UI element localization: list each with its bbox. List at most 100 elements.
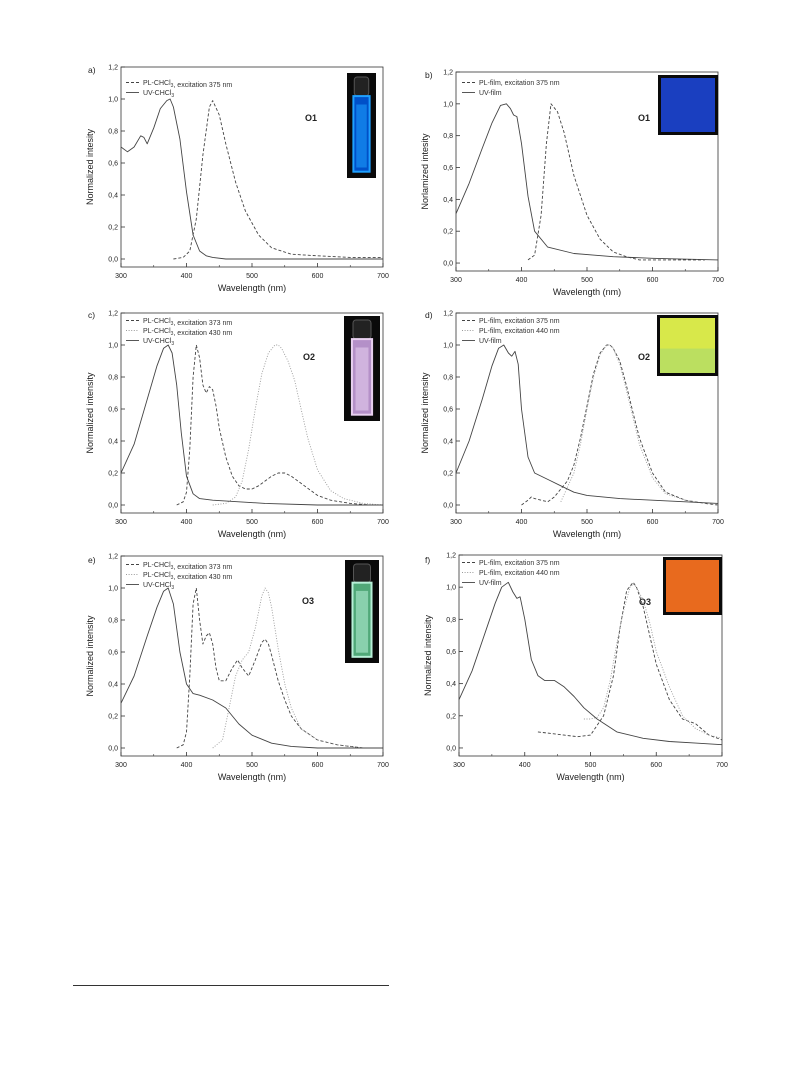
legend-label: UV-film	[479, 90, 502, 97]
x-axis-label: Wavelength (nm)	[553, 287, 621, 297]
series-line-2	[455, 103, 719, 261]
x-tick-label: 300	[453, 762, 465, 769]
series-line-1	[537, 581, 723, 741]
legend-label: UV-CHCl3	[143, 582, 174, 591]
panel-letter: d)	[425, 310, 433, 320]
y-tick-label: 0,0	[108, 503, 118, 510]
y-axis-label: Normalized intesity	[85, 128, 95, 205]
y-tick-label: 1,2	[108, 554, 118, 561]
legend-label: PL-CHCl3, excitation 373 nm	[143, 562, 232, 571]
series-line-1	[527, 103, 705, 261]
x-tick-label: 600	[650, 762, 662, 769]
chart-panel-2: b) 0,0 0,2 0,4 0,6 0,8 1,0 1,2 300 400 500 600 700 Wa…	[420, 70, 724, 298]
series-line-2	[120, 98, 383, 260]
y-axis-label: Normalized intensity	[420, 372, 430, 454]
x-tick-label: 300	[115, 519, 127, 526]
x-tick-label: 600	[312, 273, 324, 280]
y-axis-label: Normalized intensity	[85, 615, 95, 697]
film-icon	[661, 78, 715, 132]
legend-label: PL-film, excitation 440 nm	[479, 570, 560, 577]
x-tick-label: 400	[181, 762, 193, 769]
panel-letter: e)	[88, 555, 96, 565]
y-tick-label: 0,0	[108, 746, 118, 753]
y-tick-label: 0,4	[108, 439, 118, 446]
y-tick-label: 0,4	[108, 682, 118, 689]
x-tick-label: 400	[516, 519, 528, 526]
y-tick-label: 1,0	[446, 585, 456, 592]
y-tick-label: 0,8	[108, 618, 118, 625]
chart-panel-6: f) 0,0 0,2 0,4 0,6 0,8 1,0 1,2 300 400 500 600 700 Wa…	[423, 553, 728, 783]
legend-label: UV-film	[479, 338, 502, 345]
y-tick-label: 0,4	[443, 197, 453, 204]
x-tick-label: 300	[450, 519, 462, 526]
y-tick-label: 0,2	[443, 229, 453, 236]
x-tick-label: 700	[716, 762, 728, 769]
y-tick-label: 0,2	[108, 714, 118, 721]
y-tick-label: 0,6	[443, 407, 453, 414]
y-tick-label: 0,6	[446, 649, 456, 656]
compound-label: O2	[303, 352, 315, 362]
legend-label: PL-CHCl3, excitation 373 nm	[143, 318, 232, 327]
x-tick-label: 500	[246, 273, 258, 280]
x-tick-label: 500	[581, 519, 593, 526]
film-icon	[666, 560, 719, 612]
y-tick-label: 0,0	[443, 503, 453, 510]
legend-label: PL-film, excitation 375 nm	[479, 560, 560, 567]
x-tick-label: 700	[377, 519, 389, 526]
series-line-1	[176, 344, 370, 506]
legend-label: PL-film, excitation 375 nm	[479, 80, 560, 87]
chart-panel-5: e) 0,0 0,2 0,4 0,6 0,8 1,0 1,2 300 400 500 600 700 Wa…	[85, 554, 389, 783]
panel-letter: b)	[425, 70, 433, 80]
y-tick-label: 0,4	[446, 681, 456, 688]
panel-letter: a)	[88, 65, 96, 75]
y-tick-label: 0,6	[108, 161, 118, 168]
y-tick-label: 0,2	[443, 471, 453, 478]
series-line-3	[120, 587, 383, 749]
x-tick-label: 700	[712, 519, 724, 526]
y-tick-label: 0,8	[446, 617, 456, 624]
x-axis-label: Wavelength (nm)	[218, 529, 286, 539]
series-line-3	[455, 344, 719, 504]
x-axis-label: Wavelength (nm)	[218, 283, 286, 293]
compound-label: O1	[638, 113, 650, 123]
x-tick-label: 500	[246, 519, 258, 526]
y-tick-label: 0,0	[108, 257, 118, 264]
y-tick-label: 0,8	[108, 129, 118, 136]
y-tick-label: 0,4	[108, 193, 118, 200]
series-line-1	[176, 587, 383, 749]
series-line-1	[521, 344, 719, 506]
y-axis-label: Norlamized intesity	[420, 133, 430, 210]
compound-label: O2	[638, 352, 650, 362]
y-tick-label: 0,2	[446, 713, 456, 720]
x-tick-label: 400	[519, 762, 531, 769]
x-tick-label: 400	[181, 519, 193, 526]
x-tick-label: 400	[181, 273, 193, 280]
y-tick-label: 0,0	[443, 261, 453, 268]
legend-label: UV-CHCl3	[143, 338, 174, 347]
x-tick-label: 500	[581, 277, 593, 284]
y-tick-label: 1,2	[108, 65, 118, 72]
x-tick-label: 300	[115, 762, 127, 769]
x-tick-label: 600	[312, 762, 324, 769]
y-tick-label: 1,0	[443, 101, 453, 108]
chart-panel-4: d) 0,0 0,2 0,4 0,6 0,8 1,0 1,2 300 400 500 600 700 Wa…	[420, 310, 724, 539]
x-tick-label: 600	[647, 519, 659, 526]
compound-label: O3	[302, 596, 314, 606]
y-axis-label: Normalized intensity	[85, 372, 95, 454]
x-tick-label: 400	[516, 277, 528, 284]
y-tick-label: 1,2	[108, 311, 118, 318]
series-line-3	[120, 344, 383, 506]
x-tick-label: 500	[246, 762, 258, 769]
x-tick-label: 700	[712, 277, 724, 284]
series-line-3	[458, 581, 723, 746]
x-tick-label: 300	[115, 273, 127, 280]
series-line-2	[212, 587, 383, 749]
y-tick-label: 0,2	[108, 225, 118, 232]
legend-label: PL-film, excitation 440 nm	[479, 328, 560, 335]
legend-label: UV-film	[479, 580, 502, 587]
x-tick-label: 700	[377, 273, 389, 280]
y-tick-label: 0,6	[108, 650, 118, 657]
panel-letter: f)	[425, 555, 430, 565]
series-line-1	[173, 100, 383, 260]
